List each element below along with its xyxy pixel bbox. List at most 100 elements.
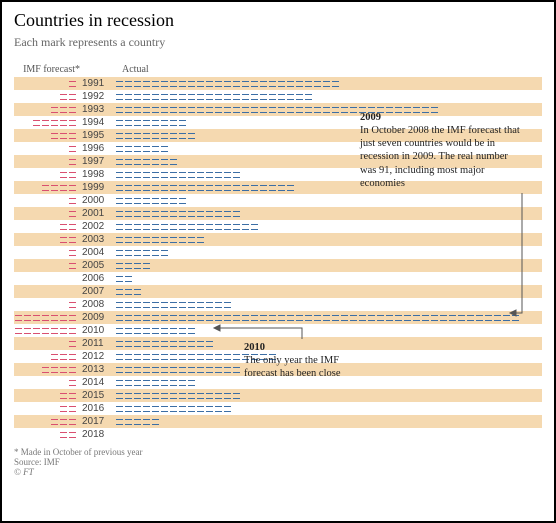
actual-mark: [188, 367, 195, 373]
actual-mark: [224, 393, 231, 399]
actual-mark: [170, 380, 177, 386]
actual-mark: [116, 198, 123, 204]
actual-mark: [233, 393, 240, 399]
actual-mark: [125, 406, 132, 412]
actual-mark: [134, 419, 141, 425]
actual-mark: [197, 211, 204, 217]
data-row: 2018: [14, 428, 542, 441]
forecast-cell: [14, 315, 80, 321]
actual-mark: [179, 341, 186, 347]
actual-mark: [269, 94, 276, 100]
forecast-mark: [51, 328, 58, 334]
actual-mark: [134, 211, 141, 217]
forecast-mark: [60, 354, 67, 360]
forecast-mark: [60, 328, 67, 334]
actual-mark: [395, 315, 402, 321]
actual-mark: [179, 380, 186, 386]
forecast-mark: [33, 120, 40, 126]
year-label: 2012: [80, 351, 114, 362]
actual-mark: [116, 224, 123, 230]
actual-mark: [170, 172, 177, 178]
actual-mark: [161, 237, 168, 243]
actual-mark: [179, 107, 186, 113]
data-row: 1992: [14, 90, 542, 103]
actual-mark: [197, 393, 204, 399]
actual-mark: [179, 328, 186, 334]
actual-mark: [368, 315, 375, 321]
actual-mark: [215, 94, 222, 100]
actual-mark: [341, 107, 348, 113]
actual-mark: [134, 198, 141, 204]
actual-mark: [206, 81, 213, 87]
actual-mark: [161, 146, 168, 152]
actual-mark: [215, 172, 222, 178]
actual-mark: [143, 172, 150, 178]
forecast-cell: [14, 211, 80, 217]
actual-mark: [134, 172, 141, 178]
data-row: 2016: [14, 402, 542, 415]
actual-mark: [143, 406, 150, 412]
forecast-mark: [15, 328, 22, 334]
actual-mark: [134, 393, 141, 399]
forecast-cell: [14, 94, 80, 100]
forecast-mark: [51, 120, 58, 126]
annotation-year: 2010: [244, 341, 374, 354]
actual-mark: [143, 328, 150, 334]
actual-mark: [143, 211, 150, 217]
year-label: 2014: [80, 377, 114, 388]
actual-mark: [116, 328, 123, 334]
actual-mark: [512, 315, 519, 321]
actual-mark: [116, 263, 123, 269]
copyright: © FT: [14, 467, 542, 477]
actual-mark: [134, 224, 141, 230]
actual-mark: [206, 185, 213, 191]
actual-mark: [116, 289, 123, 295]
actual-mark: [170, 94, 177, 100]
actual-mark: [251, 107, 258, 113]
actual-mark: [197, 367, 204, 373]
actual-mark: [125, 81, 132, 87]
actual-mark: [125, 146, 132, 152]
forecast-mark: [60, 172, 67, 178]
actual-mark: [161, 211, 168, 217]
forecast-mark: [69, 432, 76, 438]
actual-header: Actual: [118, 64, 542, 75]
actual-mark: [188, 94, 195, 100]
forecast-mark: [42, 315, 49, 321]
actual-mark: [161, 120, 168, 126]
actual-mark: [278, 107, 285, 113]
actual-mark: [134, 133, 141, 139]
actual-mark: [143, 354, 150, 360]
actual-mark: [206, 367, 213, 373]
actual-cell: [114, 276, 542, 282]
actual-mark: [188, 172, 195, 178]
actual-mark: [188, 133, 195, 139]
actual-mark: [179, 354, 186, 360]
actual-mark: [161, 354, 168, 360]
actual-mark: [152, 81, 159, 87]
actual-mark: [152, 367, 159, 373]
actual-mark: [116, 133, 123, 139]
actual-mark: [215, 302, 222, 308]
actual-cell: [114, 81, 542, 87]
year-label: 1998: [80, 169, 114, 180]
actual-mark: [269, 185, 276, 191]
actual-mark: [170, 185, 177, 191]
year-label: 1991: [80, 78, 114, 89]
actual-mark: [188, 315, 195, 321]
actual-mark: [134, 250, 141, 256]
actual-cell: [114, 263, 542, 269]
actual-mark: [188, 211, 195, 217]
actual-mark: [332, 315, 339, 321]
actual-mark: [179, 120, 186, 126]
data-row: 2017: [14, 415, 542, 428]
forecast-mark: [60, 107, 67, 113]
forecast-cell: [14, 302, 80, 308]
actual-mark: [170, 315, 177, 321]
data-row: 2004: [14, 246, 542, 259]
forecast-mark: [69, 185, 76, 191]
actual-mark: [188, 237, 195, 243]
actual-mark: [215, 393, 222, 399]
data-row: 2007: [14, 285, 542, 298]
actual-mark: [161, 159, 168, 165]
